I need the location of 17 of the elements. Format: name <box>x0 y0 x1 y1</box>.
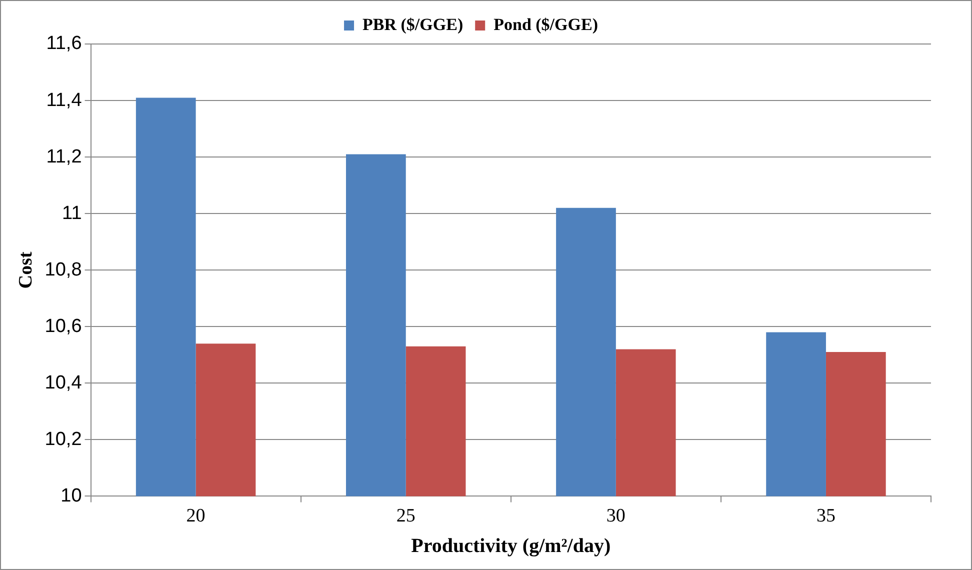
y-tick-label: 11,2 <box>46 146 82 168</box>
x-axis-title: Productivity (g/m²/day) <box>411 535 611 558</box>
y-tick-label: 11,4 <box>46 90 82 111</box>
x-tick-label: 30 <box>606 506 626 527</box>
legend-label: Pond ($/GGE) <box>494 14 598 34</box>
legend-label: PBR ($/GGE) <box>362 14 464 34</box>
y-tick-label: 10,6 <box>44 316 82 337</box>
y-tick-label: 10,4 <box>44 372 82 394</box>
x-tick-label: 20 <box>186 506 206 527</box>
y-tick-label: 11 <box>62 202 82 224</box>
x-tick-label: 35 <box>816 506 836 527</box>
y-tick-label: 10,2 <box>44 428 82 450</box>
y-tick-label: 10,8 <box>44 259 82 280</box>
y-tick-label: 11,6 <box>46 33 82 54</box>
y-tick-label: 10 <box>60 485 82 506</box>
y-axis-title: Cost <box>15 250 36 289</box>
x-tick-label: 25 <box>396 506 416 527</box>
